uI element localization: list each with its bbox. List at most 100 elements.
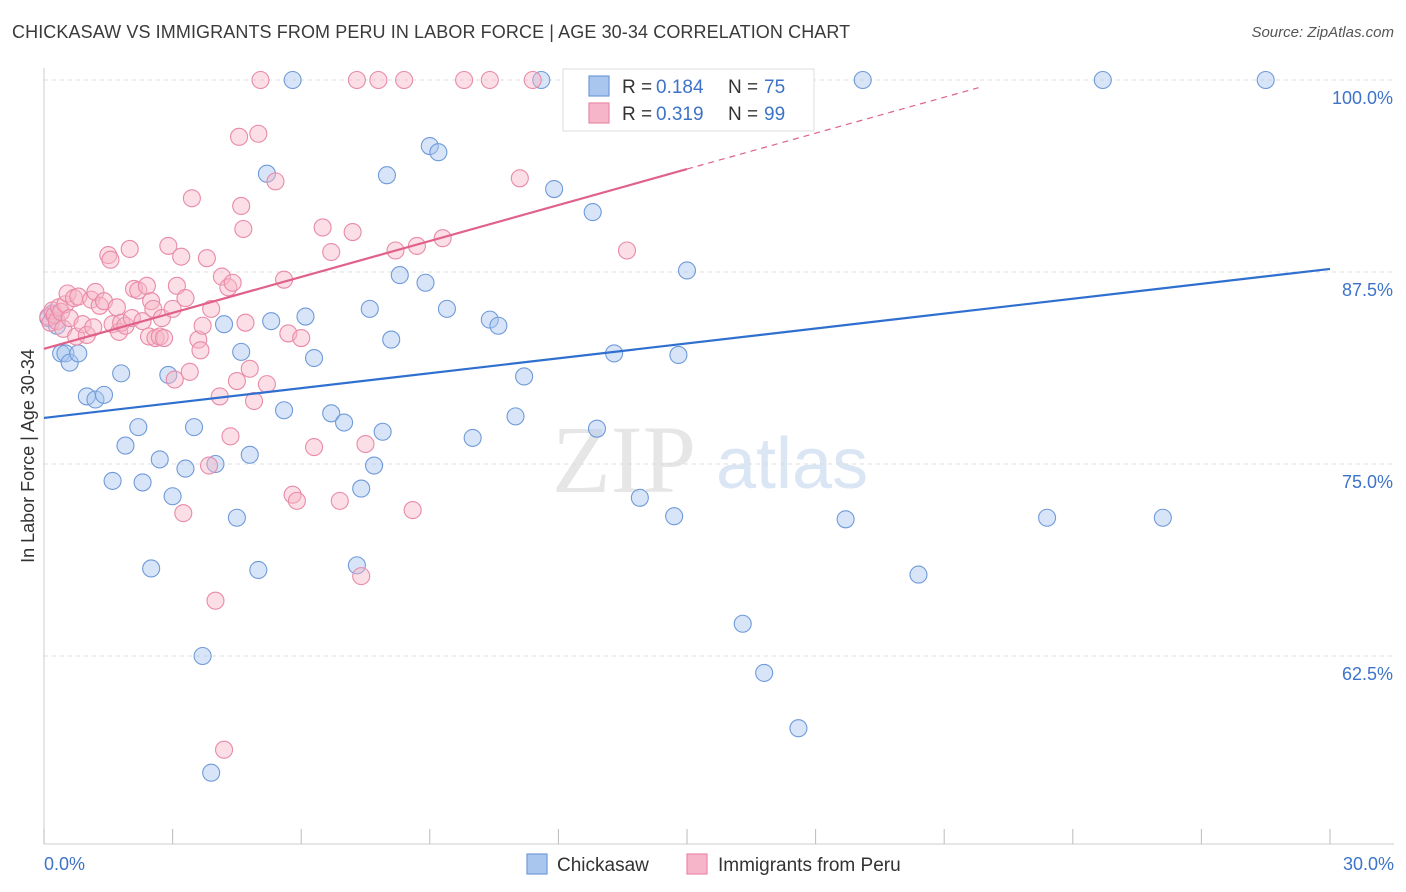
point-peru	[330, 491, 349, 510]
point-peru	[58, 284, 77, 303]
point-chickasaw	[515, 367, 534, 386]
legend-r-value-1: 0.184	[656, 77, 704, 98]
y-tick-label: 75.0%	[1342, 472, 1393, 492]
point-peru	[322, 242, 341, 262]
point-peru	[167, 276, 186, 295]
point-peru	[305, 438, 324, 457]
point-chickasaw	[240, 445, 259, 464]
point-peru	[480, 70, 499, 90]
point-chickasaw	[150, 450, 169, 469]
legend-n-value-1: 75	[764, 77, 785, 98]
point-chickasaw	[463, 428, 482, 447]
point-chickasaw	[836, 510, 855, 529]
trend-lines	[43, 87, 1331, 420]
point-peru	[73, 315, 92, 334]
point-peru	[214, 740, 234, 759]
point-chickasaw	[133, 473, 152, 492]
point-peru	[206, 591, 225, 610]
point-chickasaw	[360, 299, 379, 318]
bottom-legend-label-peru: Immigrants from Peru	[718, 855, 901, 876]
point-chickasaw	[335, 413, 354, 432]
trend-line-peru	[43, 168, 688, 350]
point-peru	[313, 218, 332, 237]
point-chickasaw	[665, 507, 684, 526]
point-chickasaw	[202, 763, 221, 782]
point-chickasaw	[669, 345, 688, 364]
point-peru	[352, 567, 371, 586]
trend-line-chickasaw	[43, 267, 1331, 420]
point-peru	[137, 276, 156, 295]
point-chickasaw	[103, 471, 122, 490]
point-chickasaw	[86, 390, 105, 409]
chart-title: CHICKASAW VS IMMIGRANTS FROM PERU IN LAB…	[12, 22, 851, 42]
x-tick-label-min: 0.0%	[44, 854, 85, 874]
point-peru	[240, 359, 259, 378]
point-chickasaw	[545, 180, 564, 199]
point-peru	[236, 313, 255, 332]
legend-n-label-2: N =	[728, 104, 763, 125]
point-peru	[197, 249, 216, 268]
point-peru	[212, 267, 231, 286]
point-peru	[101, 250, 120, 269]
point-chickasaw	[283, 70, 302, 90]
point-peru	[369, 70, 388, 90]
point-chickasaw	[583, 203, 602, 222]
point-chickasaw	[382, 330, 401, 349]
point-chickasaw	[262, 312, 281, 331]
bottom-legend: Chickasaw Immigrants from Peru	[526, 853, 901, 876]
watermark-zip: ZIP	[552, 406, 696, 513]
point-chickasaw	[373, 422, 392, 441]
point-peru	[523, 70, 542, 90]
point-peru	[189, 330, 208, 349]
data-points	[39, 70, 1275, 782]
axes	[43, 68, 1394, 845]
point-chickasaw	[1038, 508, 1057, 527]
y-tick-label: 100.0%	[1332, 88, 1393, 108]
point-peru	[199, 456, 219, 475]
point-peru	[174, 504, 193, 523]
point-peru	[343, 223, 362, 242]
legend-r-label-1: R =	[622, 77, 657, 98]
point-chickasaw	[69, 344, 88, 363]
point-chickasaw	[365, 456, 384, 475]
point-peru	[356, 434, 375, 454]
point-chickasaw	[163, 487, 182, 506]
point-chickasaw	[429, 143, 448, 162]
point-chickasaw	[112, 364, 131, 383]
point-chickasaw	[853, 70, 872, 90]
point-chickasaw	[1093, 70, 1112, 90]
point-chickasaw	[677, 261, 697, 280]
y-tick-labels: 62.5% 75.0% 87.5% 100.0%	[1332, 88, 1393, 684]
point-peru	[129, 281, 148, 300]
x-tick-label-max: 30.0%	[1343, 854, 1394, 874]
point-peru	[221, 427, 240, 446]
y-axis-title: In Labor Force | Age 30-34	[18, 349, 38, 563]
point-chickasaw	[352, 479, 371, 498]
point-chickasaw	[755, 663, 774, 682]
point-chickasaw	[249, 560, 268, 580]
point-peru	[292, 328, 311, 348]
point-chickasaw	[142, 559, 161, 578]
point-chickasaw	[437, 299, 456, 318]
point-peru	[176, 289, 195, 308]
bottom-legend-swatch-peru	[686, 853, 708, 875]
point-chickasaw	[733, 614, 752, 633]
point-peru	[139, 327, 159, 346]
point-chickasaw	[377, 166, 396, 185]
point-peru	[172, 247, 191, 266]
point-chickasaw	[390, 266, 409, 285]
point-chickasaw	[184, 418, 204, 437]
point-chickasaw	[129, 418, 148, 437]
point-chickasaw	[275, 401, 294, 420]
point-peru	[455, 70, 474, 90]
point-peru	[182, 189, 201, 208]
point-chickasaw	[305, 348, 324, 368]
point-peru	[99, 246, 118, 265]
point-chickasaw	[94, 385, 114, 404]
y-tick-label: 62.5%	[1342, 664, 1393, 684]
point-peru	[617, 241, 637, 260]
point-chickasaw	[630, 488, 649, 507]
point-peru	[347, 70, 366, 90]
point-peru	[165, 370, 184, 389]
point-chickasaw	[56, 344, 75, 363]
